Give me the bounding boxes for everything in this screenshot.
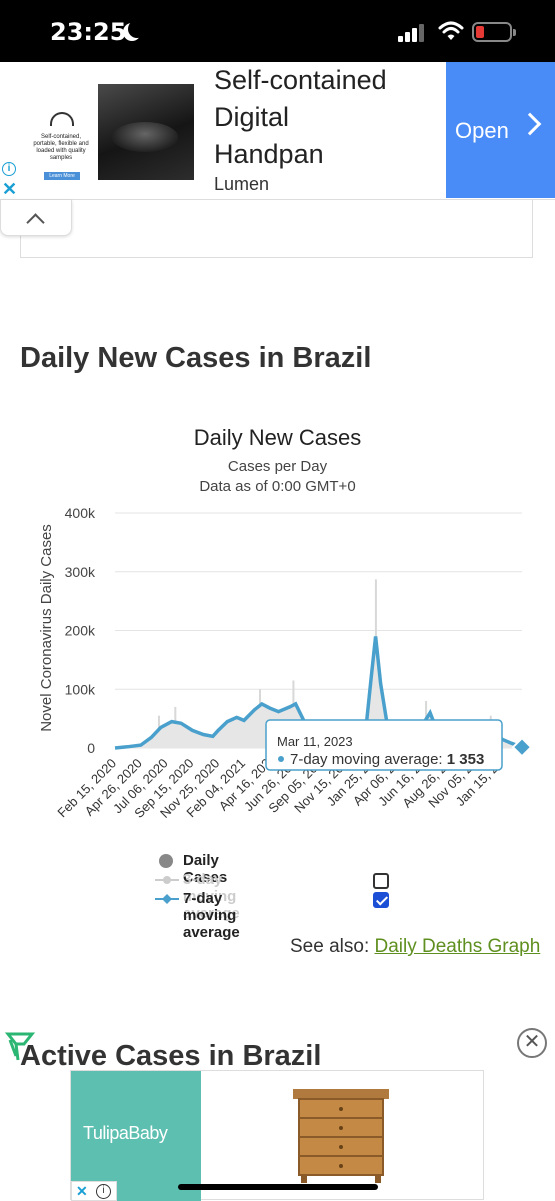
y-axis-label: Novel Coronavirus Daily Cases <box>38 524 55 732</box>
ad-thumb-text: Self-contained, portable, flexible and l… <box>33 134 89 161</box>
moon-icon <box>128 20 146 38</box>
dresser-image <box>293 1089 389 1183</box>
see-also: See also: Daily Deaths Graph <box>290 936 540 958</box>
y-tick-label: 300k <box>65 564 96 580</box>
ad-open-button[interactable]: Open <box>446 62 555 198</box>
wifi-icon <box>438 21 464 40</box>
battery-icon <box>472 22 516 42</box>
ad-banner-top[interactable]: Self-contained, portable, flexible and l… <box>0 62 555 200</box>
brand-logo-icon <box>50 112 74 126</box>
section-heading: Daily New Cases in Brazil <box>20 342 372 374</box>
line-diamond-icon <box>155 894 179 904</box>
ad-open-label: Open <box>455 118 509 143</box>
ad-banner-bottom[interactable]: TulipaBaby ✕ i <box>70 1070 484 1201</box>
chart-tooltip: Mar 11, 2023 7-day moving average: 1 353 <box>265 719 503 771</box>
y-tick-label: 100k <box>65 681 96 697</box>
ad-badge[interactable]: ✕ i <box>71 1181 117 1201</box>
ad-brand-name: TulipaBaby <box>83 1123 168 1143</box>
ad-thumbnail[interactable]: Self-contained, portable, flexible and l… <box>22 84 194 180</box>
daily-cases-chart[interactable]: Novel Coronavirus Daily Cases 0 100k 200k 3… <box>0 500 555 840</box>
y-tick-label: 0 <box>87 740 95 756</box>
close-icon[interactable]: ✕ <box>517 1028 547 1058</box>
close-icon[interactable]: ✕ <box>2 179 18 199</box>
tooltip-date: Mar 11, 2023 <box>277 734 353 749</box>
y-tick-label: 200k <box>65 623 96 639</box>
ad-title-line: Handpan <box>214 139 324 169</box>
line-dot-icon <box>155 876 179 884</box>
ad-title-line: Digital <box>214 102 290 132</box>
ad-brand: Lumen <box>214 174 270 194</box>
tooltip-text: 7-day moving average: 1 353 <box>290 751 484 768</box>
checkbox-3day[interactable] <box>373 873 389 889</box>
tooltip-box <box>265 719 503 771</box>
chart-title: Daily New Cases <box>193 425 362 450</box>
dot-icon <box>159 854 173 868</box>
y-tick-label: 400k <box>65 505 96 521</box>
hover-point-marker[interactable] <box>511 736 533 758</box>
series-area-7day <box>115 636 522 748</box>
tooltip-marker <box>278 756 284 762</box>
chart-subtitle-date: Data as of 0:00 GMT+0 <box>199 478 356 495</box>
legend-label: Daily Cases <box>183 852 228 886</box>
see-also-prefix: See also: <box>290 936 375 957</box>
active-cases-heading: Active Cases in Brazil <box>20 1040 322 1072</box>
status-time: 23:25 <box>50 18 127 46</box>
close-icon[interactable]: ✕ <box>76 1183 88 1199</box>
chart-grid: 0 100k 200k 300k 400k <box>65 505 522 756</box>
info-icon[interactable]: i <box>96 1184 111 1199</box>
collapse-button[interactable] <box>0 200 72 236</box>
ad-title[interactable]: Self-contained Digital Handpan <box>214 62 434 173</box>
home-indicator <box>178 1184 378 1190</box>
chevron-right-icon <box>518 112 542 136</box>
ad-thumb-button[interactable]: Learn More <box>44 172 80 180</box>
feedback-logo-icon[interactable] <box>4 1030 36 1064</box>
checkbox-7day[interactable] <box>373 892 389 908</box>
handpan-photo <box>98 84 194 180</box>
chevron-up-icon <box>26 213 45 232</box>
ad-brand-panel[interactable]: TulipaBaby <box>71 1071 201 1201</box>
ad-title-line: Self-contained <box>214 65 387 95</box>
status-bar: 23:25 <box>0 0 555 62</box>
legend-label: 7-day moving average <box>183 890 240 941</box>
chart-subtitle: Cases per Day <box>227 458 328 475</box>
signal-icon <box>398 24 428 42</box>
legend-label: 3-day moving average <box>183 871 240 922</box>
daily-deaths-link[interactable]: Daily Deaths Graph <box>374 936 541 957</box>
content-box-frame <box>20 200 533 258</box>
info-icon[interactable]: i <box>2 162 16 176</box>
